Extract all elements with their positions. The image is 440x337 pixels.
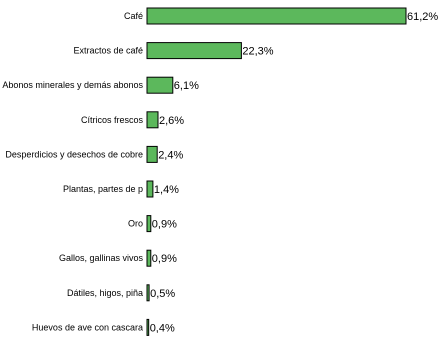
bar-6 [146,215,152,233]
category-label-9: Huevos de ave con cascara [32,322,143,332]
category-label-1: Extractos de café [73,46,143,56]
value-label-6: 0,9% [152,219,177,231]
bar-2 [146,76,174,94]
category-label-7: Gallos, gallinas vivos [59,253,144,263]
value-labels: 61,2% 22,3% 6,1% 2,6% 2,4% 1,4% 0,9% 0,9% 0,5% 0,… [150,11,439,334]
category-label-3: Cítricos frescos [81,115,144,125]
value-label-3: 2,6% [159,115,184,127]
bar-5 [146,180,154,198]
category-label-4: Desperdicios y desechos de cobre [5,149,143,159]
category-label-0: Café [124,11,143,21]
category-label-2: Abonos minerales y demás abonos [2,80,143,90]
value-label-9: 0,4% [150,322,175,334]
value-label-2: 6,1% [174,80,199,92]
bar-3 [146,111,159,129]
value-label-1: 22,3% [242,46,273,58]
bar-9 [146,318,150,336]
value-label-4: 2,4% [158,149,183,161]
bar-7 [146,249,152,267]
category-label-8: Dátiles, higos, piña [67,288,143,298]
bar-1 [146,42,242,60]
value-label-7: 0,9% [152,253,177,265]
category-labels: Café Extractos de café Abonos minerales y … [2,11,143,332]
bar-0 [146,7,407,25]
bars-group [146,7,407,336]
value-label-5: 1,4% [154,184,179,196]
value-label-0: 61,2% [407,11,438,23]
value-label-8: 0,5% [150,288,175,300]
category-label-5: Plantas, partes de p [63,184,143,194]
category-label-6: Oro [128,219,143,229]
bar-8 [146,284,150,302]
bar-4 [146,145,158,163]
